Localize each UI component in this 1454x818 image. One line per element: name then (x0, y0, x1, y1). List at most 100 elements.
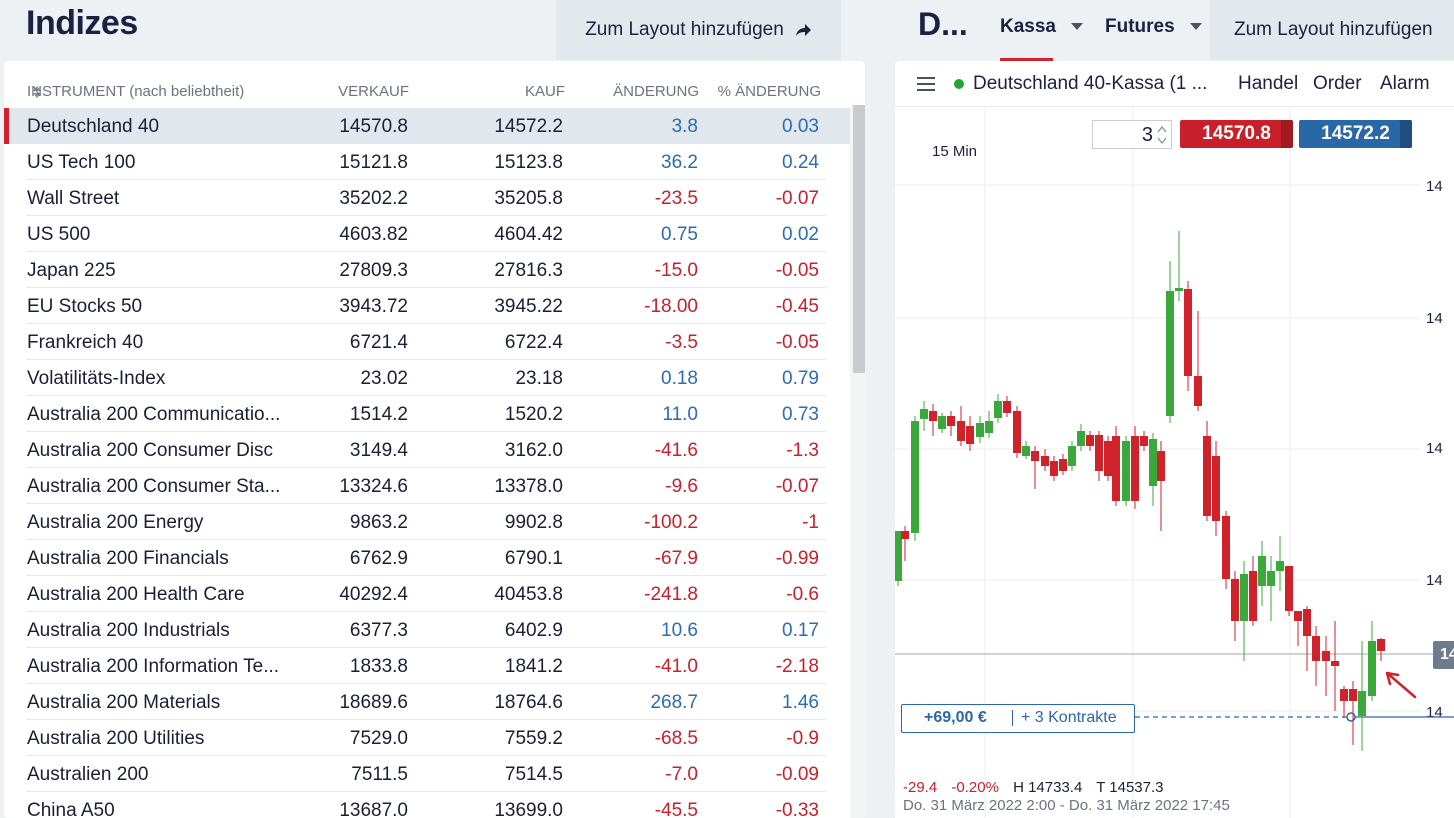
sell-price: 7529.0 (349, 728, 408, 749)
stepper-arrows-icon[interactable] (1156, 124, 1168, 146)
col-change[interactable]: ÄNDERUNG (613, 83, 699, 100)
candle-down (1349, 689, 1357, 701)
table-row[interactable]: Wall Street 35202.2 35205.8 -23.5 -0.07 (4, 180, 850, 216)
candle-down (1203, 436, 1211, 516)
table-row[interactable]: Volatilitäts-Index 23.02 23.18 0.18 0.79 (4, 360, 850, 396)
table-row[interactable]: Australia 200 Consumer Sta... 13324.6 1337… (4, 468, 850, 504)
col-instrument[interactable]: INSTRUMENT (nach beliebtheit) (27, 83, 245, 100)
change-value: -100.2 (644, 512, 698, 533)
candle-up (1068, 446, 1076, 466)
table-row[interactable]: Frankreich 40 6721.4 6722.4 -3.5 -0.05 (4, 324, 850, 360)
position-label[interactable]: +69,00 € + 3 Kontrakte (901, 704, 1135, 733)
pct-change-value: -0.07 (775, 476, 819, 497)
trade-link[interactable]: Handel (1238, 73, 1299, 94)
candle-down (1303, 609, 1311, 636)
table-row[interactable]: US Tech 100 15121.8 15123.8 36.2 0.24 (4, 144, 850, 180)
row-divider (26, 287, 826, 288)
table-row[interactable]: Australia 200 Communicatio... 1514.2 1520.… (4, 396, 850, 432)
y-axis-label: 14 (1426, 310, 1443, 327)
table-row[interactable]: Australia 200 Energy 9863.2 9902.8 -100.2 -1 (4, 504, 850, 540)
chart-header: Deutschland 40-Kassa (1 ... Handel Order… (895, 61, 1454, 107)
tab-futures[interactable]: Futures (1105, 16, 1202, 38)
table-row[interactable]: Australia 200 Industrials 6377.3 6402.9 10.… (4, 612, 850, 648)
col-sell[interactable]: VERKAUF (338, 83, 409, 100)
table-row[interactable]: Australien 200 7511.5 7514.5 -7.0 -0.09 (4, 756, 850, 792)
tab-kassa[interactable]: Kassa (1000, 16, 1084, 61)
scrollbar-thumb[interactable] (853, 105, 865, 373)
change-value: -241.8 (644, 584, 698, 605)
candle-down (1212, 456, 1220, 521)
change-value: 36.2 (661, 152, 698, 173)
menu-icon[interactable] (917, 77, 935, 91)
pct-change-value: 0.73 (782, 404, 819, 425)
table-row[interactable]: Australia 200 Consumer Disc 3149.4 3162.0 -… (4, 432, 850, 468)
candle-down (1131, 436, 1139, 501)
quantity-stepper[interactable]: 3 (1092, 120, 1172, 149)
buy-button[interactable]: 14572.2 (1299, 120, 1412, 148)
chart-date-range: Do. 31 März 2022 2:00 - Do. 31 März 2022… (903, 797, 1230, 814)
candle-down (1222, 516, 1230, 579)
sell-price: 35202.2 (339, 188, 408, 209)
change-value: -45.5 (654, 800, 698, 818)
table-row[interactable]: Australia 200 Materials 18689.6 18764.6 268… (4, 684, 850, 720)
candlestick-chart[interactable]: 14 14 14 14 14 (895, 61, 1454, 818)
sell-button[interactable]: 14570.8 (1180, 120, 1293, 148)
sell-price: 4603.82 (339, 224, 408, 245)
table-row[interactable]: Australia 200 Financials 6762.9 6790.1 -67.… (4, 540, 850, 576)
sell-price: 9863.2 (349, 512, 408, 533)
candle-down (1331, 661, 1339, 666)
table-row[interactable]: Australia 200 Utilities 7529.0 7559.2 -68.5… (4, 720, 850, 756)
col-pct-change[interactable]: % ÄNDERUNG (717, 83, 821, 100)
table-row[interactable]: Japan 225 27809.3 27816.3 -15.0 -0.05 (4, 252, 850, 288)
sell-price: 14570.8 (339, 116, 408, 137)
scrollbar[interactable] (850, 105, 865, 818)
buy-price: 6790.1 (504, 548, 563, 569)
instrument-name: Australia 200 Utilities (27, 728, 205, 749)
candle-down (1157, 451, 1165, 481)
instrument-name: Australia 200 Energy (27, 512, 204, 533)
col-buy[interactable]: KAUF (524, 83, 565, 100)
candle-up (938, 416, 946, 429)
row-divider (26, 143, 826, 144)
row-divider (26, 395, 826, 396)
selected-row-marker (4, 108, 9, 144)
page-title: Indizes (26, 4, 138, 42)
alarm-link[interactable]: Alarm (1380, 73, 1430, 94)
table-row[interactable]: Deutschland 40 14570.8 14572.2 3.8 0.03 (4, 108, 850, 144)
table-row[interactable]: EU Stocks 50 3943.72 3945.22 -18.00 -0.45 (4, 288, 850, 324)
sell-price: 23.02 (360, 368, 408, 389)
candle-down (1104, 441, 1112, 476)
pct-change-value: 0.02 (782, 224, 819, 245)
sell-price: 27809.3 (339, 260, 408, 281)
buy-price: 3945.22 (494, 296, 563, 317)
table-row[interactable]: China A50 13687.0 13699.0 -45.5 -0.33 (4, 792, 850, 818)
buy-price: 6402.9 (504, 620, 563, 641)
order-link[interactable]: Order (1313, 73, 1362, 94)
pct-change-value: -0.33 (775, 800, 819, 818)
share-arrow-icon (795, 24, 811, 36)
change-value: -15.0 (654, 260, 698, 281)
candle-up (1358, 691, 1366, 716)
chart-panel: 14 14 14 14 14 Deutschland 40-Kassa (1 ... H… (895, 61, 1454, 818)
table-row[interactable]: Australia 200 Information Te... 1833.8 184… (4, 648, 850, 684)
add-to-layout-button[interactable]: Zum Layout hinzufügen (556, 0, 841, 60)
annotation-arrow-icon (1385, 671, 1417, 699)
add-to-layout-button-right[interactable]: Zum Layout hinzufügen (1210, 0, 1454, 60)
pct-change-value: -0.6 (786, 584, 819, 605)
instrument-name: Australia 200 Health Care (27, 584, 245, 605)
sell-price: 13324.6 (339, 476, 408, 497)
table-row[interactable]: Australia 200 Health Care 40292.4 40453.8 -… (4, 576, 850, 612)
candle-down (1294, 611, 1302, 621)
active-tab-underline (1000, 58, 1054, 61)
instrument-name: Deutschland 40 (27, 116, 160, 137)
table-row[interactable]: US 500 4603.82 4604.42 0.75 0.02 (4, 216, 850, 252)
stat-change: -29.4 (903, 779, 938, 796)
candle-down (1249, 571, 1257, 621)
candle-up (1240, 574, 1248, 621)
candle-down (1231, 579, 1239, 621)
change-value: -67.9 (654, 548, 698, 569)
chart-stats: -29.4 -0.20% H 14733.4 T 14537.3 (903, 779, 1174, 796)
instrument-name: Japan 225 (27, 260, 116, 281)
row-divider (26, 539, 826, 540)
interval-label[interactable]: 15 Min (932, 143, 978, 160)
